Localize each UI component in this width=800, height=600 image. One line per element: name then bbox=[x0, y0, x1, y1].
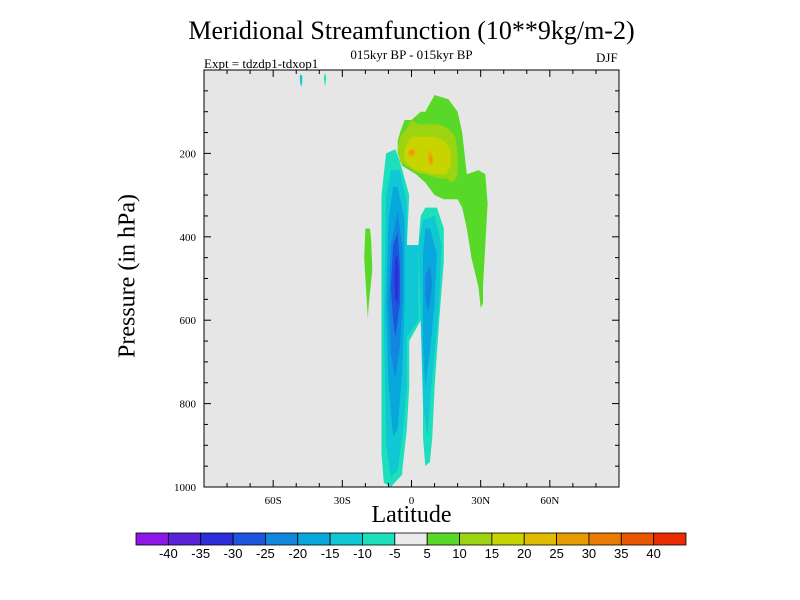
colorbar-box bbox=[200, 532, 234, 546]
colorbar-label: 10 bbox=[452, 546, 466, 561]
colorbar-box bbox=[556, 532, 590, 546]
x-tick-label: 60S bbox=[265, 495, 282, 507]
colorbar-label: -20 bbox=[288, 546, 307, 561]
colorbar-box bbox=[426, 532, 460, 546]
colorbar-box bbox=[588, 532, 622, 546]
contour-region-0 bbox=[323, 72, 327, 87]
colorbar-box bbox=[523, 532, 557, 546]
colorbar-box bbox=[297, 532, 331, 546]
colorbar-box bbox=[459, 532, 493, 546]
y-tick-label: 1000 bbox=[174, 482, 197, 494]
contour-region-17 bbox=[409, 150, 414, 155]
x-tick-label: 60N bbox=[540, 495, 559, 507]
colorbar-box bbox=[653, 532, 687, 546]
colorbar-label: 5 bbox=[424, 546, 431, 561]
colorbar-label: 35 bbox=[614, 546, 628, 561]
y-tick-label: 600 bbox=[180, 315, 197, 327]
colorbar-box bbox=[362, 532, 396, 546]
colorbar-label: -5 bbox=[389, 546, 401, 561]
x-axis-label: Latitude bbox=[371, 502, 452, 528]
y-tick-label: 800 bbox=[180, 399, 197, 411]
colorbar-label: 20 bbox=[517, 546, 531, 561]
colorbar-box bbox=[167, 532, 202, 546]
contour-region-18 bbox=[429, 153, 433, 164]
experiment-label: Expt = tdzdp1-tdxop1 bbox=[204, 56, 319, 71]
colorbar-label: 25 bbox=[549, 546, 563, 561]
colorbar-box bbox=[135, 532, 169, 546]
colorbar-label: -25 bbox=[256, 546, 275, 561]
contour-region-19 bbox=[299, 74, 303, 87]
colorbar-box bbox=[329, 532, 363, 546]
chart-subtitle: 015kyr BP - 015kyr BP bbox=[350, 47, 473, 62]
colorbar-box bbox=[265, 532, 299, 546]
y-axis-label: Pressure (in hPa) bbox=[114, 194, 141, 358]
contour-region-10 bbox=[394, 255, 399, 304]
chart-title: Meridional Streamfunction (10**9kg/m-2) bbox=[188, 16, 635, 45]
colorbar-label: -40 bbox=[159, 546, 178, 561]
colorbar-label: 40 bbox=[646, 546, 660, 561]
colorbar-box bbox=[232, 532, 266, 546]
colorbar-boxes bbox=[135, 532, 687, 546]
y-tick-label: 400 bbox=[180, 232, 197, 244]
x-axis: 60S 30S 0 30N 60N bbox=[203, 70, 620, 507]
colorbar-label: -30 bbox=[224, 546, 243, 561]
colorbar-label: -15 bbox=[321, 546, 340, 561]
colorbar-box bbox=[394, 532, 428, 546]
x-tick-label: 30S bbox=[334, 495, 351, 507]
colorbar-label: 30 bbox=[582, 546, 596, 561]
contour-fills bbox=[299, 72, 488, 487]
colorbar-label: -35 bbox=[191, 546, 210, 561]
y-tick-label: 200 bbox=[180, 148, 197, 160]
season-label: DJF bbox=[596, 50, 618, 65]
colorbar-box bbox=[491, 532, 525, 546]
colorbar-label: -10 bbox=[353, 546, 372, 561]
colorbar-label: 15 bbox=[485, 546, 499, 561]
contour-region-6 bbox=[423, 228, 437, 387]
x-tick-label: 0 bbox=[409, 495, 415, 507]
contour-region-11 bbox=[364, 228, 373, 321]
colorbar-labels: -40 -35 -30 -25 -20 -15 -10 -5 5 10 15 20 25 30 35 40 bbox=[159, 546, 661, 561]
y-axis: 200 400 600 800 1000 bbox=[174, 90, 619, 494]
x-tick-label: 30N bbox=[471, 495, 490, 507]
contour-region-8 bbox=[425, 266, 433, 312]
colorbar-box bbox=[620, 532, 655, 546]
